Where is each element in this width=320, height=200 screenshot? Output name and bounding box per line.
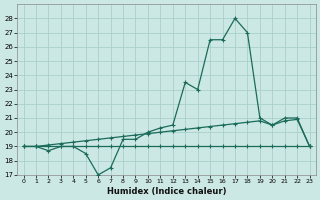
X-axis label: Humidex (Indice chaleur): Humidex (Indice chaleur) [107, 187, 226, 196]
